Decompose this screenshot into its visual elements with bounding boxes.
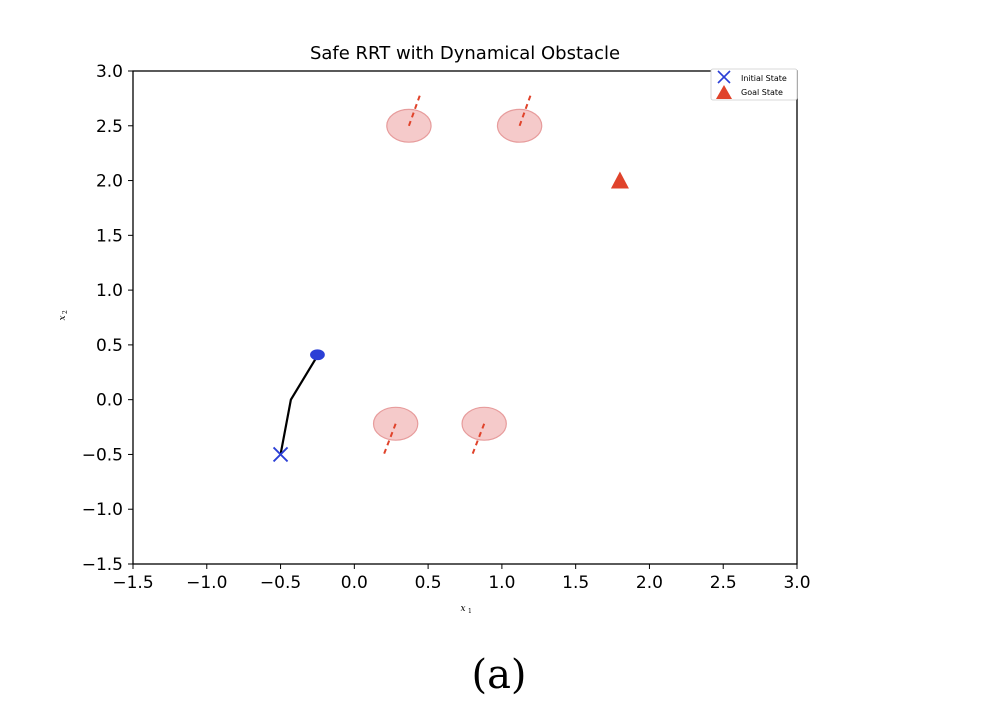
y-axis-label-sub: 2 <box>62 310 69 314</box>
initial-state-marker <box>272 446 289 463</box>
obstacle-trail-2 <box>518 92 533 127</box>
x-tick-label-0: −1.5 <box>112 573 153 593</box>
axes-frame <box>132 70 798 565</box>
axes: −1.5 −1.0 −0.5 0.0 0.5 1.0 1.5 2.0 2.5 3.0 −1.5 −1.… <box>82 62 811 593</box>
x-tick-label-1: −1.0 <box>186 573 227 593</box>
robot-position <box>310 349 325 361</box>
y-tick-label-7: 2.0 <box>96 172 123 192</box>
x-tick-label-3: 0.0 <box>341 573 368 593</box>
y-tick-label-0: −1.5 <box>82 555 123 575</box>
legend-goal-icon <box>716 85 732 99</box>
x-tick-label-8: 2.5 <box>710 573 737 593</box>
x-tick-label-9: 3.0 <box>783 573 810 593</box>
y-tick-label-3: 0.0 <box>96 391 123 411</box>
legend-initial-icon <box>717 70 731 84</box>
x-tick-label-4: 0.5 <box>415 573 442 593</box>
obstacle-trail-4 <box>471 423 486 455</box>
x-tick-label-7: 2.0 <box>636 573 663 593</box>
obstacle-trail-1 <box>407 92 422 127</box>
chart-title: Safe RRT with Dynamical Obstacle <box>310 43 620 64</box>
x-tick-label-6: 1.5 <box>562 573 589 593</box>
y-tick-label-1: −1.0 <box>82 500 123 520</box>
legend-box <box>710 68 798 101</box>
legend-goal-label: Goal State <box>741 88 783 97</box>
figure-caption: (a) <box>471 652 527 698</box>
y-tick-label-8: 2.5 <box>96 117 123 137</box>
y-tick-label-9: 3.0 <box>96 62 123 82</box>
x-axis-label: x 1 <box>460 604 471 615</box>
y-tick-label-4: 0.5 <box>96 336 123 356</box>
y-tick-label-2: −0.5 <box>82 445 123 465</box>
x-axis-label-sub: 1 <box>468 608 472 615</box>
y-tick-label-5: 1.0 <box>96 281 123 301</box>
x-tick-label-5: 1.0 <box>488 573 515 593</box>
y-axis-label: x 2 <box>58 310 69 321</box>
plot-area <box>133 71 797 564</box>
x-axis-label-text: x <box>460 604 465 614</box>
x-tick-label-2: −0.5 <box>260 573 301 593</box>
plot-background <box>133 71 797 564</box>
y-axis-label-text: x <box>58 315 68 320</box>
legend: Initial State Goal State <box>710 68 798 101</box>
initial-state-stroke-2 <box>272 446 289 463</box>
goal-state-marker <box>610 171 629 189</box>
path-line <box>279 355 319 455</box>
y-tick-label-6: 1.5 <box>96 226 123 246</box>
chart-figure: Safe RRT with Dynamical Obstacle −1.5 −1.… <box>58 43 811 615</box>
obstacle-trail-3 <box>382 423 397 455</box>
legend-initial-label: Initial State <box>741 74 787 83</box>
